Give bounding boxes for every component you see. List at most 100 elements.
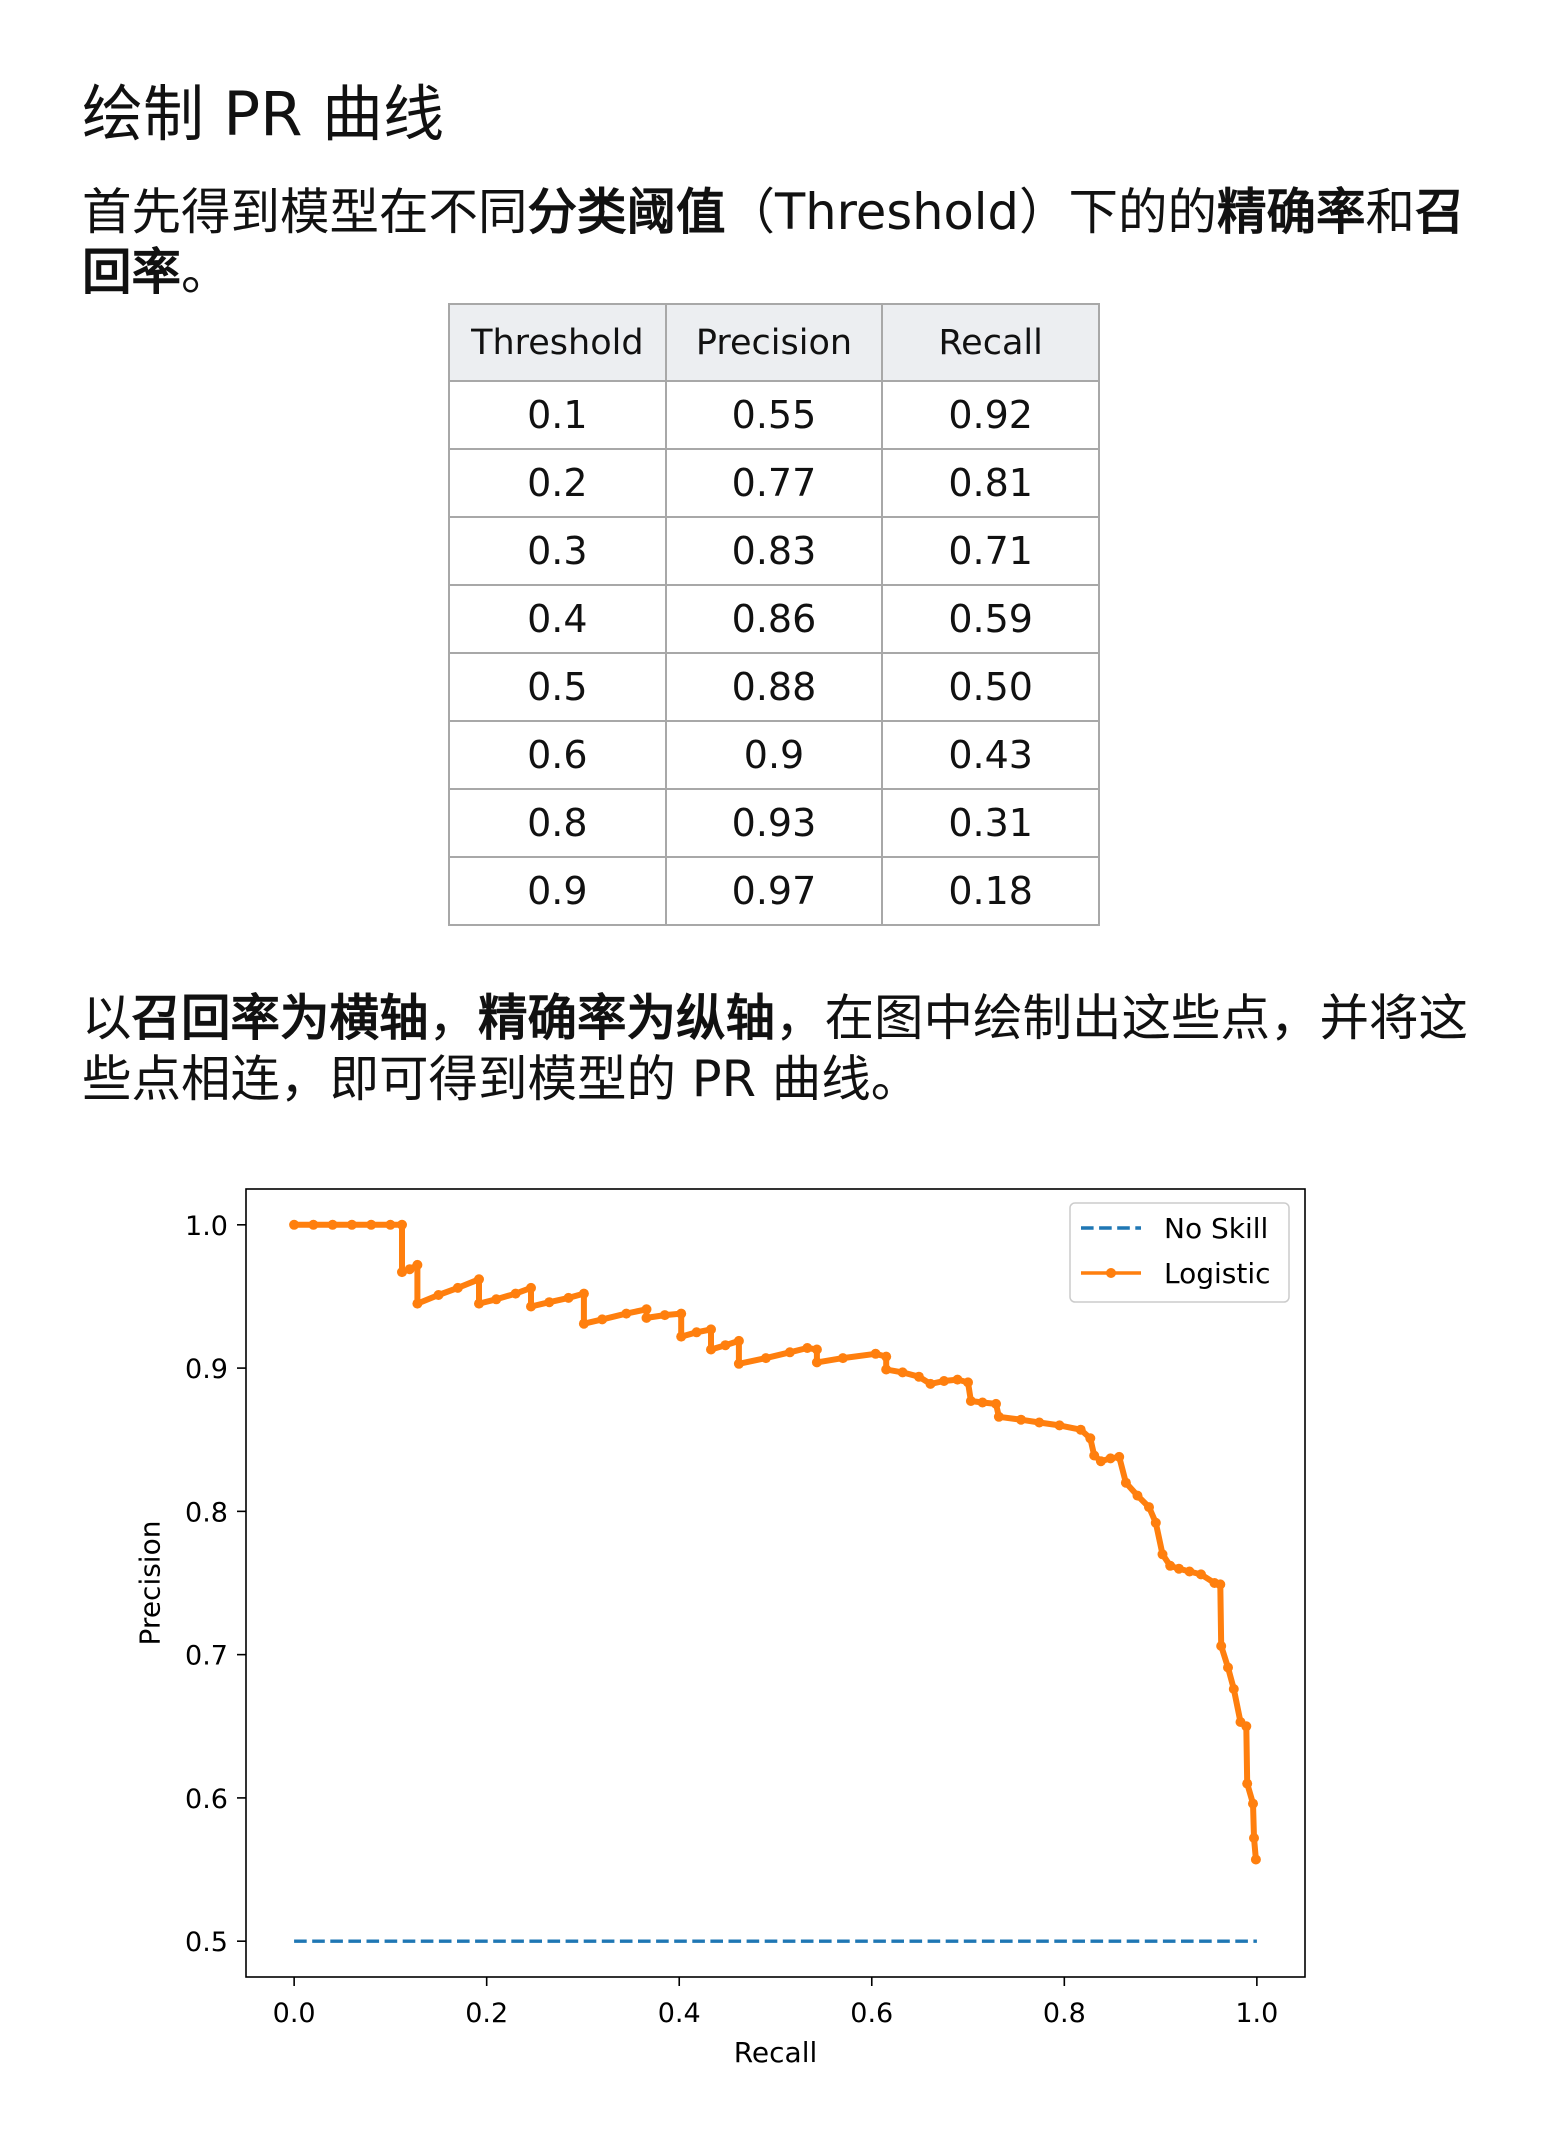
data-point [802, 1343, 813, 1353]
data-point [1228, 1684, 1239, 1694]
table-row: 0.3 0.83 0.71 [448, 516, 1100, 586]
data-point [641, 1312, 652, 1323]
table-cell: 0.97 [664, 856, 884, 926]
pr-curve-chart: 0.0 0.2 0.4 0.6 0.8 1.0 0.5 0.6 0.7 0.8 0.9 1.0 Reca… [134, 1188, 1306, 2069]
data-point [578, 1318, 589, 1329]
data-point [691, 1327, 702, 1338]
data-point [1105, 1453, 1116, 1464]
data-point [597, 1314, 608, 1325]
table-cell: 0.2 [448, 448, 667, 518]
data-point [621, 1308, 632, 1319]
table-cell: 0.8 [448, 788, 667, 858]
data-point [733, 1335, 744, 1346]
x-tick-label: 1.0 [1235, 1998, 1278, 2029]
data-point [939, 1376, 949, 1386]
data-point [385, 1219, 396, 1230]
table-cell: 0.3 [448, 516, 667, 586]
legend-label: Logistic [1164, 1257, 1271, 1290]
data-point [526, 1282, 536, 1293]
table-cell: 0.4 [448, 584, 667, 654]
data-point [991, 1398, 1001, 1409]
table-cell: 0.93 [664, 788, 884, 858]
data-point [811, 1357, 822, 1368]
data-point [706, 1344, 716, 1355]
data-point [641, 1304, 652, 1315]
data-point [913, 1371, 924, 1382]
data-point [1132, 1490, 1143, 1501]
table-cell: 0.81 [881, 448, 1100, 518]
data-point [993, 1411, 1004, 1422]
data-point [563, 1292, 574, 1303]
data-point [1242, 1778, 1253, 1789]
data-point [474, 1298, 484, 1309]
data-point [1249, 1833, 1259, 1843]
data-point [397, 1267, 407, 1278]
data-point [1248, 1798, 1258, 1809]
data-point [977, 1397, 988, 1408]
paragraph-bold-text: 召回率为横轴 [131, 989, 429, 1047]
data-point [784, 1347, 795, 1358]
data-point [327, 1219, 338, 1230]
data-point [1173, 1563, 1184, 1574]
data-point [1089, 1450, 1100, 1461]
y-tick-label: 0.9 [185, 1354, 228, 1385]
legend-marker [1106, 1268, 1116, 1278]
y-tick-label: 0.7 [185, 1641, 228, 1672]
data-point [1054, 1420, 1065, 1431]
data-point [289, 1219, 300, 1230]
data-point [1157, 1549, 1168, 1560]
data-point [676, 1331, 687, 1342]
data-point [1144, 1502, 1154, 1513]
table-cell: 0.88 [664, 652, 884, 722]
data-point [1095, 1456, 1106, 1467]
data-point [1150, 1517, 1161, 1528]
paragraph-bold-text: 召回率 [82, 183, 1465, 301]
data-point [1241, 1721, 1252, 1732]
data-point [952, 1374, 963, 1385]
paragraph-text: 以 [82, 989, 132, 1047]
table-row: 0.6 0.9 0.43 [448, 720, 1100, 790]
table-cell: 0.9 [664, 720, 884, 790]
data-point [897, 1367, 908, 1378]
data-point [526, 1301, 536, 1312]
data-point [760, 1353, 771, 1364]
y-axis-label: Precision [134, 1521, 167, 1646]
paragraph-text: ，在图中绘制出这些点，并将这些点相连，即可得到模型的 PR 曲线。 [82, 989, 1468, 1108]
explanation-paragraph: 以召回率为横轴，精确率为纵轴，在图中绘制出这些点，并将这些点相连，即可得到模型的… [82, 988, 1482, 1110]
x-axis-label: Recall [734, 2036, 818, 2069]
data-point [1085, 1433, 1096, 1444]
table-cell: 0.71 [881, 516, 1100, 586]
table-cell: 0.55 [664, 380, 884, 450]
table-cell: 0.18 [881, 856, 1100, 926]
data-point [881, 1364, 892, 1375]
table-cell: 0.1 [448, 380, 667, 450]
y-tick-label: 0.5 [185, 1927, 228, 1958]
data-point [965, 1396, 976, 1406]
data-point [1215, 1579, 1226, 1590]
table-header-row: Threshold Precision Recall [448, 303, 1100, 382]
paragraph-text: 首先得到模型在不同 [82, 183, 528, 241]
intro-paragraph: 首先得到模型在不同分类阈值（Threshold）下的的精确率和召回率。 [82, 182, 1482, 302]
paragraph-bold-text: 精确率为纵轴 [478, 989, 775, 1047]
x-tick-label: 0.2 [465, 1998, 508, 2029]
table-header-cell: Recall [881, 303, 1100, 382]
plot-area [246, 1189, 1305, 1977]
page-title: 绘制 PR 曲线 [82, 79, 444, 150]
data-point [544, 1297, 555, 1308]
data-point [412, 1298, 423, 1309]
table-cell: 0.9 [448, 856, 667, 926]
paragraph-text: （Threshold）下的的 [725, 183, 1217, 241]
x-tick-label: 0.0 [273, 1998, 316, 2029]
y-tick-label: 1.0 [185, 1211, 228, 1242]
data-point [881, 1351, 892, 1362]
data-point [1075, 1424, 1086, 1435]
data-point [308, 1219, 319, 1230]
data-point [578, 1288, 589, 1299]
data-point [659, 1310, 670, 1321]
data-point [433, 1290, 444, 1300]
table-body: 0.1 0.55 0.92 0.2 0.77 0.81 0.3 0.83 0.71 0.4 0.86… [448, 380, 1100, 926]
table-cell: 0.31 [881, 788, 1100, 858]
legend-label: No Skill [1164, 1212, 1268, 1245]
threshold-table: Threshold Precision Recall 0.1 0.55 0.92 0.2 0… [448, 303, 1100, 926]
data-point [733, 1358, 744, 1369]
